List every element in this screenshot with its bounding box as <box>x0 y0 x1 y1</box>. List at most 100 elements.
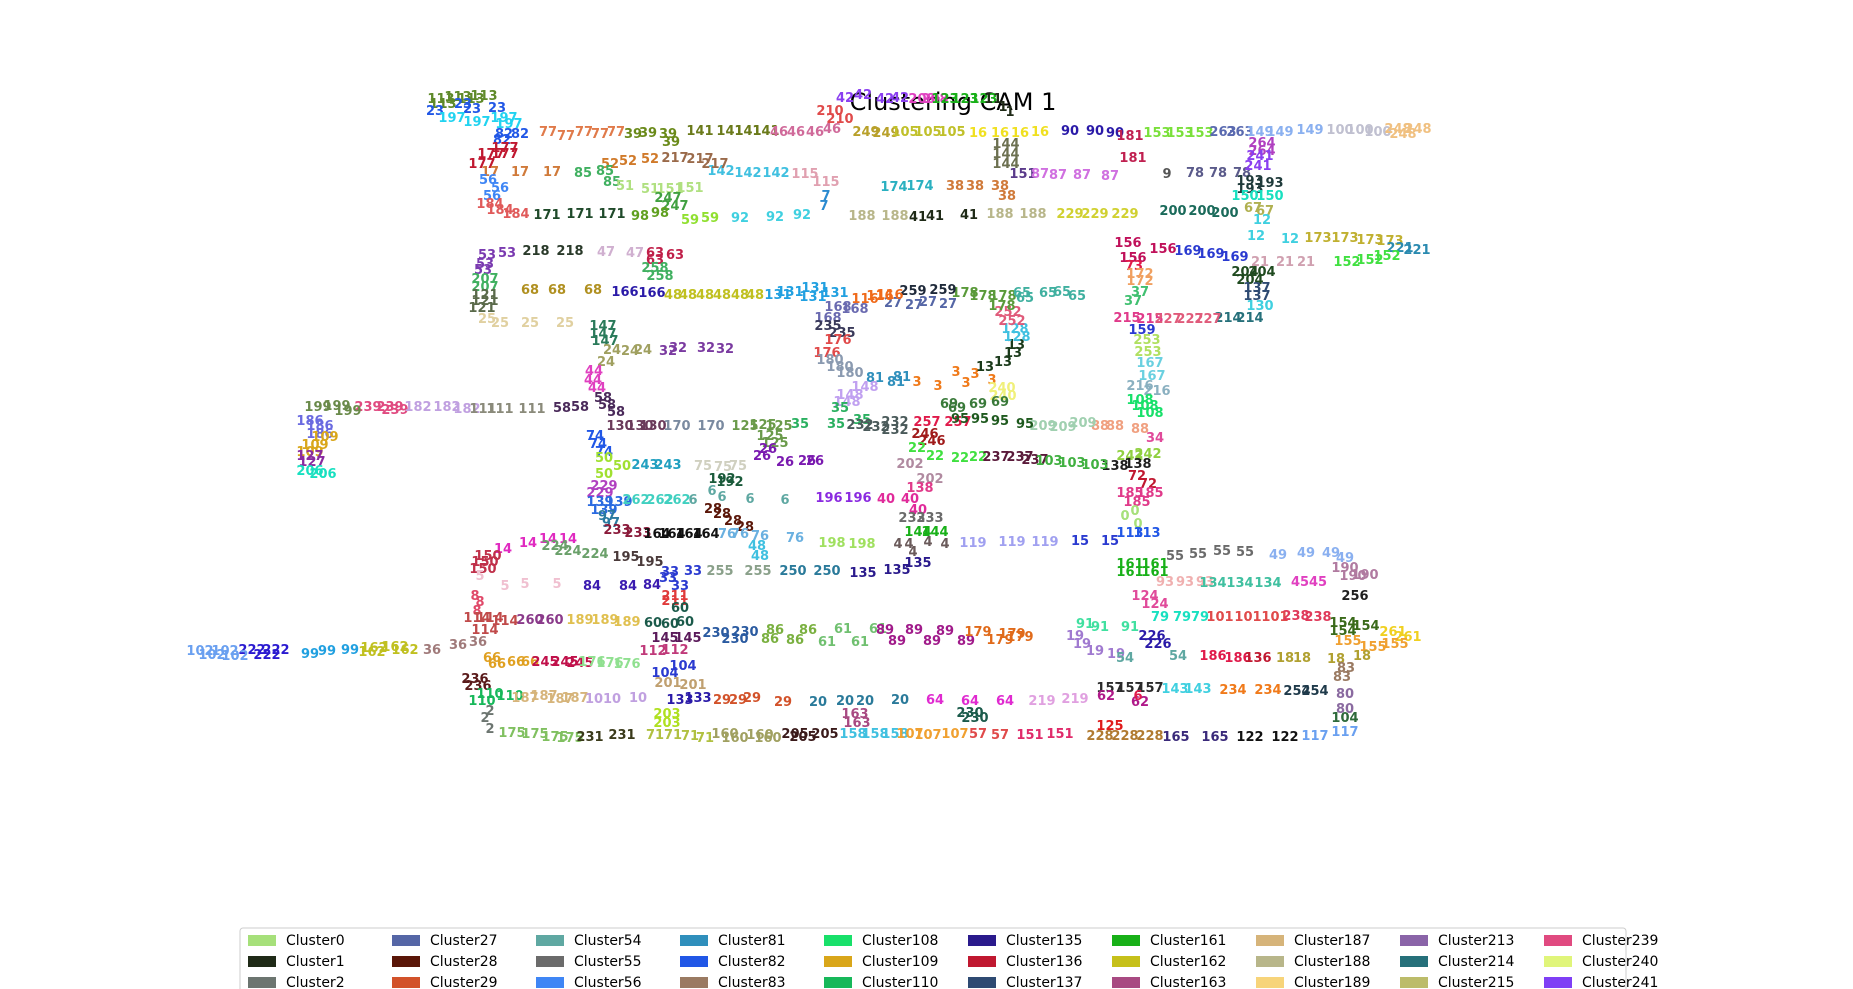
cluster-point-label: 95 <box>971 412 989 427</box>
cluster-point-label: 49 <box>1336 551 1354 566</box>
cluster-point-label: 187 <box>511 691 538 706</box>
cluster-point-label: 16 <box>991 126 1009 141</box>
cluster-point-label: 55 <box>1189 547 1207 562</box>
cluster-point-label: 52 <box>619 154 637 169</box>
cluster-point-label: 171 <box>598 207 625 222</box>
cluster-point-label: 90 <box>1061 124 1079 139</box>
cluster-point-label: 26 <box>759 442 777 457</box>
cluster-point-label: 85 <box>574 166 592 181</box>
cluster-point-label: 142 <box>762 166 789 181</box>
cluster-point-label: 235 <box>828 326 855 341</box>
cluster-point-label: 64 <box>926 693 944 708</box>
cluster-point-label: 122 <box>1271 730 1298 745</box>
cluster-point-label: 134 <box>1254 576 1281 591</box>
cluster-point-label: 243 <box>631 458 658 473</box>
cluster-point-label: 6 <box>707 484 716 499</box>
cluster-point-label: 128 <box>1001 322 1028 337</box>
cluster-point-label: 99 <box>318 644 336 659</box>
cluster-point-label: 188 <box>848 209 875 224</box>
cluster-point-label: 33 <box>671 579 689 594</box>
cluster-point-label: 204 <box>1248 265 1275 280</box>
cluster-point-label: 89 <box>957 634 975 649</box>
cluster-point-label: 6 <box>745 492 754 507</box>
cluster-point-label: 217 <box>701 157 728 172</box>
cluster-point-label: 193 <box>1236 174 1263 189</box>
cluster-point-label: 157 <box>1136 681 1163 696</box>
legend-swatch <box>392 956 420 967</box>
cluster-point-label: 19 <box>1066 629 1084 644</box>
cluster-point-label: 57 <box>991 728 1009 743</box>
cluster-point-label: 26 <box>806 454 824 469</box>
cluster-point-label: 135 <box>849 566 876 581</box>
cluster-point-label: 133 <box>666 693 693 708</box>
cluster-point-label: 15 <box>1071 534 1089 549</box>
cluster-point-label: 82 <box>495 127 513 142</box>
cluster-point-label: 46 <box>787 125 805 140</box>
cluster-point-label: 103 <box>1058 456 1085 471</box>
cluster-point-label: 37 <box>1124 294 1142 309</box>
cluster-point-label: 22 <box>969 450 987 465</box>
cluster-point-label: 155 <box>1334 634 1361 649</box>
cluster-point-label: 116 <box>876 288 903 303</box>
cluster-point-label: 262 <box>663 493 690 508</box>
cluster-point-label: 230 <box>731 625 758 640</box>
cluster-point-label: 148 <box>851 380 878 395</box>
cluster-point-label: 149 <box>1296 123 1323 138</box>
legend-swatch <box>392 977 420 988</box>
cluster-point-label: 75 <box>714 460 732 475</box>
cluster-point-label: 189 <box>591 613 618 628</box>
cluster-point-label: 131 <box>799 290 826 305</box>
cluster-point-label: 227 <box>1154 312 1181 327</box>
cluster-point-label: 6 <box>1133 689 1142 704</box>
cluster-point-label: 111 <box>469 402 496 417</box>
cluster-point-label: 185 <box>1116 486 1143 501</box>
cluster-point-label: 90 <box>1086 124 1104 139</box>
cluster-point-label: 1 <box>1005 105 1014 120</box>
cluster-point-label: 29 <box>774 695 792 710</box>
cluster-point-label: 14 <box>494 542 512 557</box>
cluster-point-label: 28 <box>736 520 754 535</box>
cluster-point-label: 89 <box>936 624 954 639</box>
cluster-point-label: 262 <box>622 493 649 508</box>
cluster-point-label: 171 <box>533 208 560 223</box>
cluster-point-label: 109 <box>301 438 328 453</box>
cluster-point-label: 80 <box>1336 702 1354 717</box>
cluster-point-label: 14 <box>559 532 577 547</box>
cluster-point-label: 208 <box>921 92 948 107</box>
legend-label: Cluster213 <box>1438 933 1514 949</box>
cluster-point-label: 160 <box>711 727 738 742</box>
cluster-point-label: 200 <box>1211 206 1238 221</box>
cluster-point-label: 186 <box>1199 649 1226 664</box>
cluster-point-label: 17 <box>511 165 529 180</box>
cluster-point-label: 161 <box>1116 565 1143 580</box>
cluster-point-label: 41 <box>960 208 978 223</box>
cluster-point-label: 4 <box>893 537 902 552</box>
cluster-point-label: 12 <box>1253 213 1271 228</box>
cluster-point-label: 255 <box>706 564 733 579</box>
cluster-point-label: 138 <box>1101 459 1128 474</box>
cluster-point-label: 104 <box>1331 711 1358 726</box>
cluster-point-label: 188 <box>1019 207 1046 222</box>
cluster-point-label: 63 <box>646 253 664 268</box>
cluster-point-label: 54 <box>1169 649 1187 664</box>
legend-label: Cluster240 <box>1582 954 1658 970</box>
cluster-point-label: 136 <box>1244 651 1271 666</box>
cluster-point-label: 51 <box>616 179 634 194</box>
cluster-point-label: 230 <box>702 626 729 641</box>
cluster-point-label: 151 <box>656 182 683 197</box>
cluster-point-label: 46 <box>806 125 824 140</box>
cluster-point-label: 20 <box>836 694 854 709</box>
cluster-point-label: 119 <box>959 536 986 551</box>
cluster-point-label: 208 <box>908 92 935 107</box>
cluster-point-label: 186 <box>306 419 333 434</box>
cluster-point-label: 134 <box>1226 576 1253 591</box>
cluster-point-label: 18 <box>1293 651 1311 666</box>
cluster-point-label: 142 <box>707 164 734 179</box>
cluster-point-label: 8 <box>475 595 484 610</box>
cluster-point-label: 163 <box>841 707 868 722</box>
cluster-point-label: 178 <box>969 289 996 304</box>
cluster-point-label: 172 <box>1126 267 1153 282</box>
cluster-point-label: 177 <box>468 157 495 172</box>
legend-label: Cluster161 <box>1150 933 1226 949</box>
